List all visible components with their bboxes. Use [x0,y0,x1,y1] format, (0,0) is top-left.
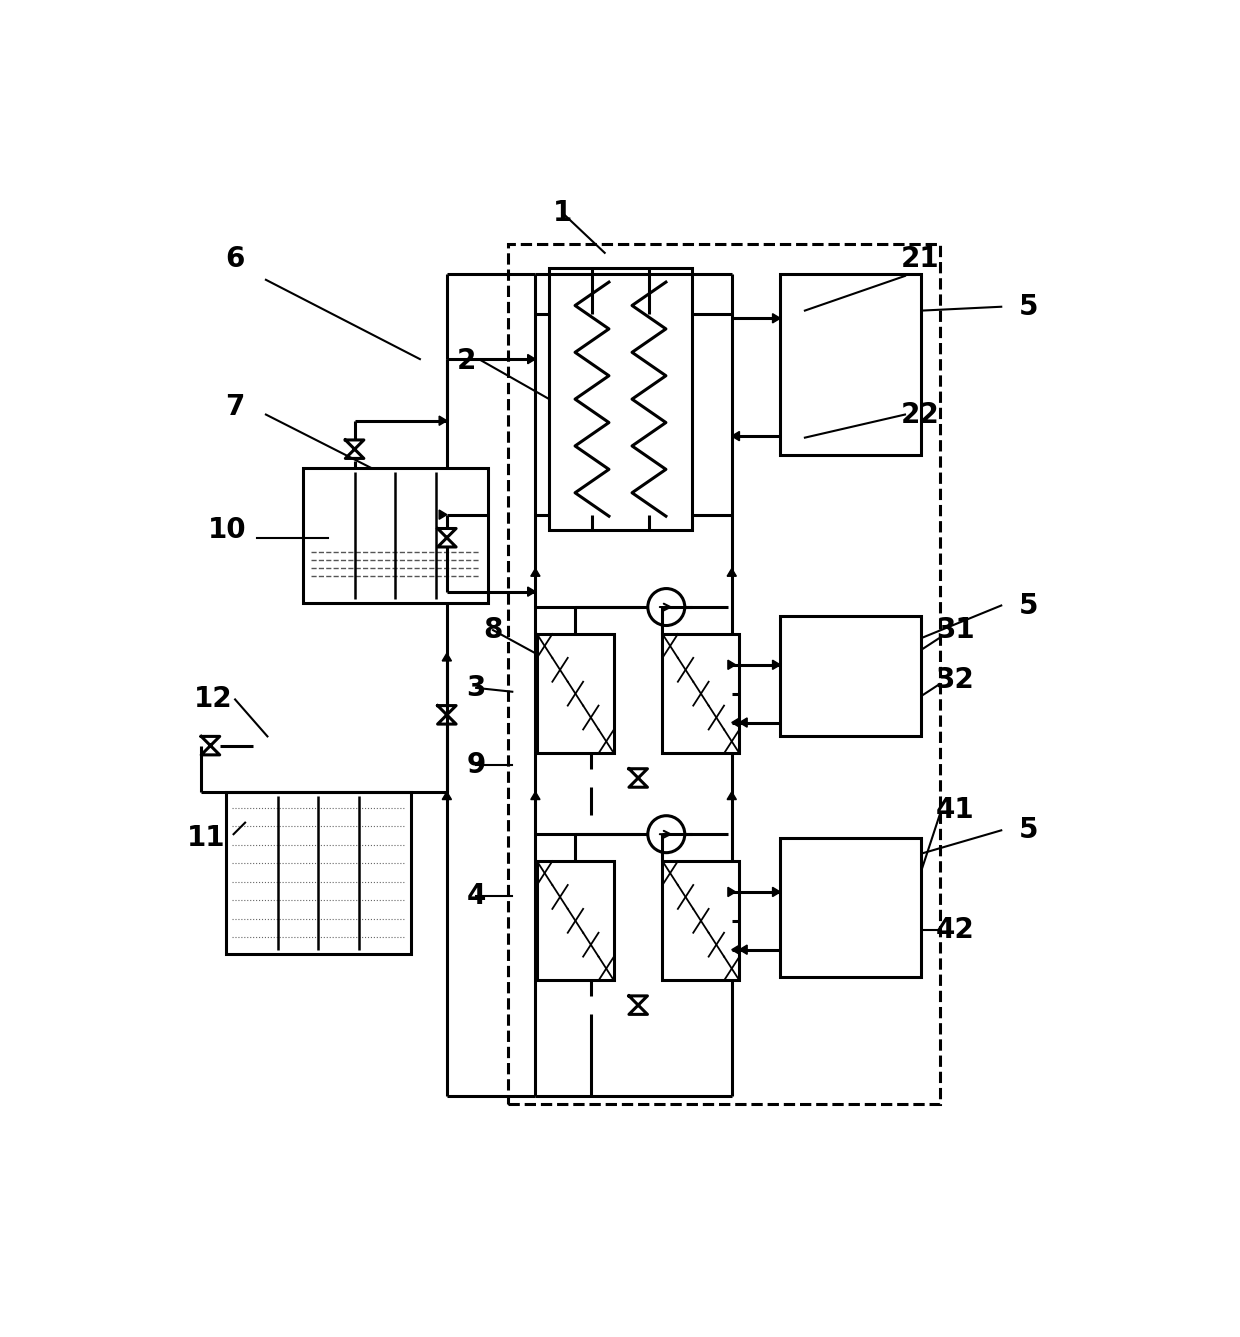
Polygon shape [732,945,739,955]
Polygon shape [732,432,739,441]
Bar [662,861,739,980]
Bar [226,792,410,953]
Bar [304,540,486,599]
Polygon shape [732,718,739,727]
Polygon shape [528,587,536,596]
Text: 3: 3 [466,674,486,702]
Text: 7: 7 [226,393,244,421]
Polygon shape [443,792,451,800]
Text: 12: 12 [195,686,233,714]
Text: 5: 5 [1018,817,1038,845]
Text: 5: 5 [1018,591,1038,619]
Text: 32: 32 [936,666,975,694]
Polygon shape [727,792,737,800]
Bar [508,243,940,1104]
Polygon shape [531,568,541,576]
Polygon shape [773,888,780,897]
Polygon shape [728,660,735,670]
Text: 5: 5 [1018,293,1038,321]
Bar [549,269,692,529]
Text: 31: 31 [936,616,975,644]
Text: 10: 10 [208,516,247,544]
Text: 41: 41 [936,796,975,824]
Polygon shape [773,660,780,670]
Bar [227,793,409,952]
Text: 22: 22 [901,401,940,429]
Bar [662,634,739,753]
Polygon shape [531,792,541,800]
Text: 11: 11 [186,824,226,852]
Text: 2: 2 [456,346,476,374]
Text: 8: 8 [484,616,502,644]
Bar [304,471,486,540]
Text: 4: 4 [466,882,486,909]
Text: 6: 6 [226,245,244,273]
Text: 9: 9 [466,751,486,779]
Polygon shape [739,945,748,955]
Polygon shape [439,509,446,519]
Polygon shape [727,568,737,576]
Polygon shape [773,314,780,324]
Polygon shape [528,354,536,364]
Bar [303,468,487,603]
Bar [780,838,921,976]
Bar [537,634,614,753]
Text: 21: 21 [901,245,940,273]
Polygon shape [443,654,451,660]
Polygon shape [739,718,748,727]
Text: 42: 42 [936,916,975,944]
Bar [780,616,921,735]
Text: 1: 1 [553,199,572,227]
Polygon shape [439,416,446,425]
Bar [780,274,921,456]
Polygon shape [728,888,735,897]
Bar [537,861,614,980]
